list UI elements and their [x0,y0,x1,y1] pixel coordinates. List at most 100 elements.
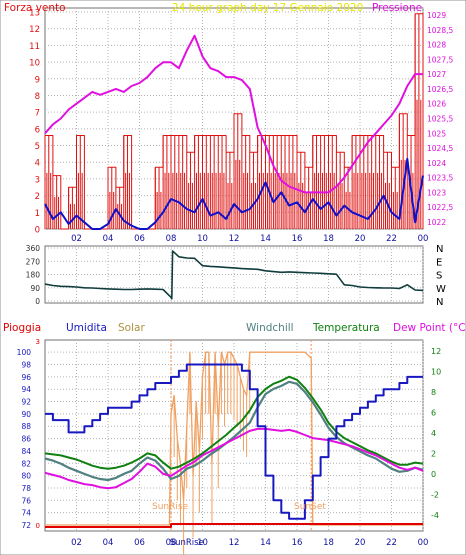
panel1-y-right-tick-label: 1024 [427,159,446,168]
panel2-y-tick-label: 180 [26,271,41,280]
temperature-label: Temperatura [312,322,380,334]
windchill-series [44,380,424,482]
panel1-x-tick-label: 06 [134,234,145,244]
panel1-y-right-tick-label: 1027,5 [427,55,453,64]
panel3-y-right-ticks: -4 -2 0 2 4 6 8 10 12 [431,347,441,520]
panel1-y-left-tick-label: 5 [35,142,40,152]
rain-scale-top-label: 3 [36,338,40,346]
panel1-y-left-tick-label: 1 [35,209,40,219]
panel2-y-tick-label: 0 [35,297,40,306]
panel3-x-tick-label: 02 [71,538,82,548]
panel3-y-right-tick-label: 10 [431,368,441,377]
panel1-y-right-tick-label: 1023,5 [427,174,453,183]
panel1-y-left-tick-label: 7 [35,109,40,119]
panel3-x-tick-label: 06 [134,538,145,548]
rain-label: Pioggia [3,322,41,334]
panel1-y-left-tick-label: 13 [29,9,40,19]
panel1-y-right-ticks: 1022 1022,5 1023 1023,5 1024 1024,5 1025 1025,5… [427,11,453,227]
panel1-y-right-tick-label: 1022 [427,218,446,227]
panel2-series [44,250,424,300]
panel3-y-right-tick-label: 2 [431,449,436,458]
solar-series [45,351,423,526]
wind-speed-label: Forza vento [4,2,66,14]
panel1-y-right-tick-label: 1026,5 [427,85,453,94]
panel3-x-tick-label: 00 [418,538,429,548]
panel3-y-left-tick-label: 80 [21,472,31,481]
panel3-y-left-tick-label: 88 [21,422,31,431]
panel3-y-right-tick-label: 12 [431,347,441,356]
panel3-y-left-tick-label: 74 [21,509,31,518]
panel1-x-tick-label: 22 [386,234,397,244]
chart-title: 24 hour graph day 17 Gennaio 2020 [172,2,363,14]
panel3-y-left-tick-label: 90 [21,410,31,419]
panel3-x-tick-label: 16 [292,538,303,548]
panel1-x-tick-label: 02 [71,234,82,244]
panel1-y-right-tick-label: 1025 [427,129,446,138]
wind-direction-series [44,250,424,300]
rain-scale-bottom-label: 0 [36,522,40,530]
panel3-grid [45,340,424,531]
panel1-y-left-tick-label: 6 [35,125,40,135]
humidity-series [45,363,423,520]
panel1-y-right-tick-label: 1023 [427,188,446,197]
compass-label: E [436,257,442,268]
panel2-y-tick-label: 90 [30,284,40,293]
rain-series [45,523,423,528]
panel1-x-ticks: 02 04 06 08 10 12 14 16 18 20 22 00 [71,234,428,244]
panel2-y-tick-label: 270 [26,257,41,266]
panel3-y-left-tick-label: 96 [21,373,31,382]
dewpoint-series [44,427,424,490]
solar-label: Solar [118,322,145,334]
panel1-y-left-tick-label: 4 [35,159,40,169]
panel1-y-left-tick-label: 0 [35,226,40,236]
panel3-y-left-tick-label: 86 [21,435,31,444]
panel1-y-right-tick-label: 1028 [427,41,446,50]
windchill-label: Windchill [246,322,294,334]
panel3-x-tick-label: 14 [260,538,271,548]
panel1-x-tick-label: 08 [166,234,177,244]
panel3-x-tick-label: 20 [355,538,366,548]
humidity-label: Umidita [66,322,107,334]
panel3-y-right-tick-label: 6 [431,408,436,417]
panel2-y-tick-label: 360 [26,244,41,253]
panel3-y-right-tick-label: 0 [431,470,436,479]
panel1-x-tick-label: 16 [292,234,303,244]
panel3-x-tick-label: 12 [229,538,240,548]
sunrise-marker-label: SunRise [152,502,189,512]
compass-label: S [436,271,442,282]
sunset-marker-label: SunSet [294,502,326,512]
panel2-y-left-ticks: 0 90 180 270 360 [26,244,41,306]
wind-average-series [44,157,424,230]
panel1-y-left-tick-label: 2 [35,192,40,202]
panel3-y-left-tick-label: 98 [21,361,31,370]
panel1-y-left-tick-label: 11 [29,42,40,52]
panel3-y-left-tick-label: 78 [21,484,31,493]
panel1-y-left-tick-label: 12 [29,25,40,35]
panel3-y-right-tick-label: 8 [431,388,436,397]
panel1-x-tick-label: 10 [197,234,208,244]
compass-label: N [436,297,443,308]
panel3-y-left-ticks: 72 74 76 78 80 82 84 86 88 90 92 94 96 98 100 3 0 [17,338,40,530]
panel1-x-tick-label: 04 [103,234,114,244]
panel3-y-left-tick-label: 84 [21,447,31,456]
panel1-series [44,13,424,230]
pressure-label: Pressione [372,2,422,14]
panel1-x-tick-label: 00 [418,234,429,244]
panel1-y-right-tick-label: 1024,5 [427,144,453,153]
panel1-x-tick-label: 12 [229,234,240,244]
panel1-y-right-tick-label: 1026 [427,100,446,109]
compass-label: W [436,284,446,295]
panel3-y-left-tick-label: 94 [21,385,31,394]
panel1-y-left-tick-label: 10 [29,59,40,69]
panel3-y-right-tick-label: 4 [431,429,436,438]
panel1-x-tick-label: 14 [260,234,271,244]
panel3-x-tick-label: 10 [197,538,208,548]
panel3-y-right-tick-label: -4 [431,511,439,520]
